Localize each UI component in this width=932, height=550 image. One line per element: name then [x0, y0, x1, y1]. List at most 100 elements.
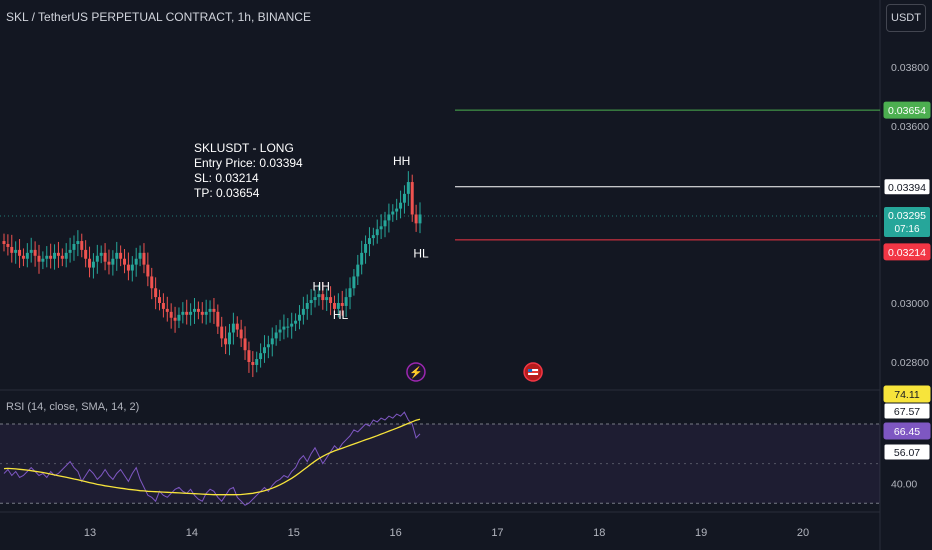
rsi-current-tag: 66.45	[883, 422, 931, 440]
candle	[10, 234, 14, 263]
candle	[196, 301, 200, 320]
rsi-band	[0, 423, 880, 504]
candle	[329, 286, 333, 316]
candle	[60, 248, 64, 267]
time-tick-label: 15	[288, 527, 300, 539]
price-axis[interactable]: 0.02800 0.03000 0.03600 0.03800 40.00	[891, 62, 929, 490]
candle	[282, 314, 286, 340]
candle	[18, 238, 22, 268]
price-tick-label: 0.03600	[891, 121, 929, 133]
trade-levels	[0, 109, 880, 241]
entry-tag: 0.03394	[883, 178, 931, 196]
rsi-tick-label: 40.00	[891, 478, 917, 490]
candle	[33, 241, 37, 267]
candle	[111, 250, 115, 276]
candle	[142, 243, 146, 274]
time-tick-label: 19	[695, 527, 707, 539]
candle	[301, 296, 305, 325]
currency-button[interactable]: USDT	[886, 4, 926, 32]
pattern-label: HL	[413, 246, 429, 260]
pattern-label: HH	[313, 279, 330, 293]
rsi-lines	[3, 411, 421, 506]
candle	[313, 289, 317, 308]
rsi-value-tag: 67.57	[883, 402, 931, 420]
candle	[418, 202, 422, 234]
candle	[150, 267, 154, 300]
trade-info-line: SKLUSDT - LONG	[194, 141, 294, 155]
pattern-labels: HH HL HH HL	[313, 154, 429, 322]
candle	[294, 313, 298, 332]
take-profit-tag: 0.03654	[883, 101, 931, 119]
svg-text:67.57: 67.57	[894, 406, 920, 418]
candle	[216, 304, 220, 334]
candle	[402, 185, 406, 214]
candle	[239, 319, 243, 347]
candle	[193, 297, 197, 324]
candle	[251, 351, 255, 378]
time-tick-label: 13	[84, 527, 96, 539]
lightning-icon[interactable]: ⚡	[406, 362, 426, 382]
candle	[138, 245, 142, 267]
countdown: 07:16	[894, 224, 919, 235]
candle	[169, 303, 173, 329]
candle	[72, 235, 76, 261]
candle	[158, 289, 162, 311]
candle	[173, 306, 177, 333]
candle	[165, 296, 169, 322]
candle	[344, 288, 348, 317]
candle	[146, 252, 150, 287]
candle	[278, 319, 282, 342]
candle	[189, 303, 193, 326]
candle	[99, 245, 103, 264]
grid	[0, 0, 881, 550]
candle	[76, 230, 80, 257]
candle	[126, 252, 130, 281]
svg-text:0.03295: 0.03295	[888, 210, 926, 222]
candle	[154, 277, 158, 310]
candle	[134, 247, 138, 277]
candle	[406, 171, 410, 206]
candle	[340, 290, 344, 316]
price-tags: 0.03654 0.03394 0.03295 07:16 0.03214 74.11 67…	[883, 101, 931, 461]
candle	[29, 237, 33, 263]
candle	[387, 203, 391, 233]
candle	[64, 243, 68, 268]
chart-title: SKL / TetherUS PERPETUAL CONTRACT, 1h, B…	[6, 10, 311, 24]
candle	[14, 241, 18, 264]
candle	[360, 240, 364, 275]
candle	[305, 294, 309, 320]
candle	[243, 326, 247, 360]
candle	[224, 326, 228, 355]
rsi-line	[3, 411, 421, 506]
candle	[41, 251, 45, 270]
candle	[227, 323, 231, 356]
candle	[45, 246, 49, 268]
candle	[231, 312, 235, 345]
candle	[247, 341, 251, 373]
price-tick-label: 0.02800	[891, 357, 929, 369]
candle	[84, 240, 88, 268]
candle	[262, 335, 266, 363]
candle	[336, 293, 340, 318]
candle	[383, 211, 387, 238]
candle	[286, 318, 290, 338]
candle	[103, 243, 107, 271]
candle	[367, 227, 371, 257]
candle	[395, 198, 399, 221]
candle	[332, 295, 336, 317]
pattern-label: HL	[333, 308, 349, 322]
us-flag-icon[interactable]	[523, 362, 543, 382]
trade-info: SKLUSDT - LONG Entry Price: 0.03394 SL: …	[194, 141, 303, 201]
svg-text:66.45: 66.45	[894, 426, 920, 438]
candle	[375, 219, 379, 244]
svg-text:0.03394: 0.03394	[888, 182, 926, 194]
candle	[259, 343, 263, 368]
candle	[371, 227, 375, 246]
candle	[2, 233, 6, 252]
candle	[21, 248, 25, 267]
time-axis[interactable]: 13 14 15 16 17 18 19 20	[84, 527, 809, 539]
rsi-ma-line	[3, 418, 421, 496]
candle	[91, 253, 95, 279]
event-icons[interactable]: ⚡	[406, 362, 543, 382]
